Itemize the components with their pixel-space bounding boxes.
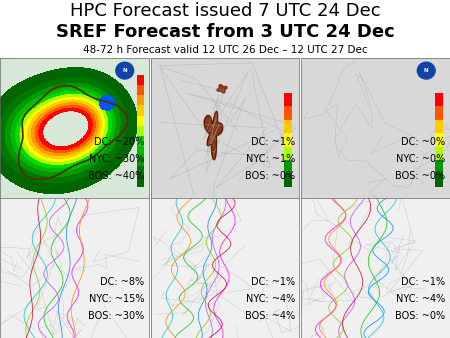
- Text: DC: ~0%: DC: ~0%: [401, 137, 446, 147]
- Text: NYC: ~0%: NYC: ~0%: [396, 154, 446, 164]
- Text: DC: ~20%: DC: ~20%: [94, 137, 144, 147]
- Text: BOS: ~30%: BOS: ~30%: [88, 311, 144, 321]
- Text: NYC: ~1%: NYC: ~1%: [246, 154, 295, 164]
- Text: HPC Forecast issued 7 UTC 24 Dec: HPC Forecast issued 7 UTC 24 Dec: [70, 2, 380, 20]
- Text: NYC: ~4%: NYC: ~4%: [396, 294, 446, 304]
- Text: 48-72 h Forecast valid 12 UTC 26 Dec – 12 UTC 27 Dec: 48-72 h Forecast valid 12 UTC 26 Dec – 1…: [83, 45, 367, 55]
- Text: BOS: ~0%: BOS: ~0%: [396, 311, 446, 321]
- Text: BOS: ~0%: BOS: ~0%: [396, 171, 446, 180]
- Text: NYC: ~15%: NYC: ~15%: [89, 294, 144, 304]
- Text: DC: ~1%: DC: ~1%: [401, 277, 446, 287]
- Text: Prob > 2": Prob > 2": [32, 65, 118, 83]
- Polygon shape: [204, 111, 223, 160]
- Text: Prob > 8": Prob > 8": [182, 65, 268, 83]
- Text: BOS: ~4%: BOS: ~4%: [245, 311, 295, 321]
- Text: N: N: [122, 68, 127, 73]
- Text: SREF Forecast from 3 UTC 24 Dec: SREF Forecast from 3 UTC 24 Dec: [56, 23, 394, 41]
- Text: NYC: ~30%: NYC: ~30%: [89, 154, 144, 164]
- Text: DC: ~8%: DC: ~8%: [100, 277, 144, 287]
- Text: NYC: ~4%: NYC: ~4%: [246, 294, 295, 304]
- Text: BOS: ~40%: BOS: ~40%: [88, 171, 144, 180]
- Circle shape: [116, 62, 134, 79]
- Text: Prob > 12": Prob > 12": [326, 65, 424, 83]
- Text: BOS: ~0%: BOS: ~0%: [245, 171, 295, 180]
- Text: N: N: [424, 68, 428, 73]
- Circle shape: [417, 62, 435, 79]
- Text: DC: ~1%: DC: ~1%: [251, 277, 295, 287]
- Polygon shape: [217, 84, 227, 93]
- Text: DC: ~1%: DC: ~1%: [251, 137, 295, 147]
